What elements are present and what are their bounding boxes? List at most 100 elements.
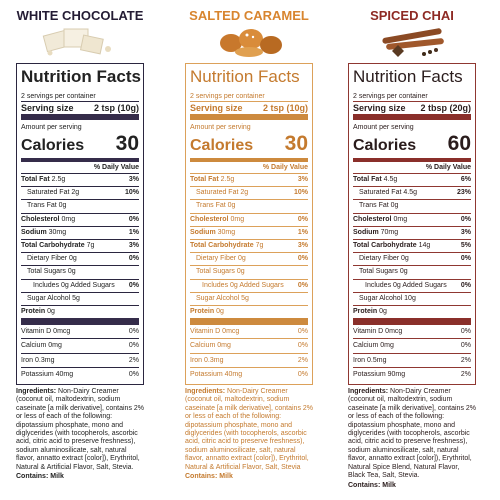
nutrient-name: Total Sugars [196,268,235,276]
nutrient: Total Sugars 0g [359,266,408,278]
nutrient: Trans Fat 0g [359,200,398,212]
thick-rule [190,114,308,120]
product-column: WHITE CHOCOLATE Nutrition Facts 2 servings… [16,0,144,482]
vitamin: Calcium 0mg [190,339,231,352]
vitamin-name: Potassium [353,370,386,378]
nutrient-amount: 0g [399,268,408,276]
contains: Contains: Milk [16,473,144,481]
nutrient-amount: 0mg [61,215,76,223]
contains-value: Milk [50,473,64,481]
daily-value: 3% [297,176,308,183]
nutrient-name: Cholesterol [190,215,229,223]
vitamin-row: Potassium 40mg 0% [190,366,308,381]
ingredients: Ingredients: Non-Dairy Creamer (coconut … [185,388,313,481]
nutrient-name: Protein [353,308,378,316]
contains-label: Contains: [185,473,218,481]
nutrient-name: Cholesterol [353,215,392,223]
daily-value: 0% [460,281,471,289]
nutrient-row: Includes 0g Added Sugars 0% [21,278,139,292]
vitamin: Iron 0.3mg [190,354,223,367]
vitamin-amount: 0.5mg [367,356,387,364]
nutrient-name: Dietary Fiber [196,255,237,263]
nutrient-name: Total Fat [353,176,382,183]
nutrient: Total Fat 4.5g [353,174,397,186]
nutrient-amount: 0mg [393,215,408,223]
ingredients-label: Ingredients: [16,388,57,396]
ingredients-text: Non-Dairy Creamer (coconut oil, maltodex… [185,388,314,471]
daily-value: 0% [297,215,308,223]
nutrient-amount: 0g [69,255,77,263]
contains-label: Contains: [348,481,381,489]
serving-size: 2 tbsp (20g) [420,103,471,113]
nutrient: Includes 0g Added Sugars [33,280,115,292]
daily-value: 0% [297,255,308,263]
nutrient-row: Includes 0g Added Sugars 0% [353,278,471,292]
nutrient: Dietary Fiber 0g [196,253,246,265]
nutrient-row: Sugar Alcohol 5g [190,291,308,305]
nutrient-row: Sodium 70mg 3% [353,225,471,239]
amount-per-serving: Amount per serving [353,124,414,131]
vitamin: Potassium 40mg [190,368,242,381]
ingredients-label: Ingredients: [348,388,389,396]
nutrient-row: Sugar Alcohol 10g [353,291,471,305]
nutrient-name: Saturated Fat [27,189,70,197]
nutrient: Saturated Fat 4.5g [359,187,417,199]
ingredients: Ingredients: Non-Dairy Creamer (coconut … [348,388,476,490]
thick-rule [190,318,308,326]
nutrient: Saturated Fat 2g [27,187,79,199]
nutrient: Trans Fat 0g [27,200,66,212]
vitamin-row: Potassium 40mg 0% [21,366,139,381]
vitamin-amount: 0mcg [222,328,240,336]
calories-label: Calories [353,137,417,154]
daily-value: 1% [128,228,139,236]
nutrient: Protein 0g [190,306,224,318]
label-title: Nutrition Facts [21,67,141,86]
nutrient: Sodium 70mg [353,227,398,239]
product-name: SPICED CHAI [370,8,454,23]
nutrient-amount: 7g [86,242,95,250]
daily-value: 0% [297,281,308,289]
nutrient-row: Total Carbohydrate 14g 5% [353,239,471,252]
amount-per-serving: Amount per serving [190,124,251,131]
nutrient: Total Sugars 0g [27,266,76,278]
nutrient-amount: 2g [71,189,80,197]
nutrient-row: Sodium 30mg 1% [190,225,308,239]
nutrient-row: Cholesterol 0mg 0% [190,212,308,226]
nutrient-amount: 2.5g [220,176,235,183]
nutrient-row: Total Fat 2.5g 3% [190,173,308,186]
nutrient-row: Total Carbohydrate 7g 3% [21,239,139,252]
nutrient-name: Includes 0g Added Sugars [33,281,115,289]
nutrient-name: Trans Fat [196,202,226,210]
nutrient-name: Saturated Fat [359,189,402,197]
medium-rule [190,158,308,162]
vitamin-name: Vitamin D [190,328,221,336]
nutrient-name: Total Sugars [359,268,398,276]
nutrient-row: Saturated Fat 2g 10% [21,186,139,199]
calories-label: Calories [190,137,254,154]
nutrient: Total Carbohydrate 7g [190,240,263,252]
servings: 2 servings per container [353,93,428,100]
vitamin: Calcium 0mg [353,339,394,352]
vitamin-amount: 40mg [55,370,74,378]
daily-value: 0% [128,281,139,289]
daily-value: 6% [460,176,471,183]
calories-row: Calories 30 [21,132,139,158]
vitamin-row: Calcium 0mg 0% [21,338,139,352]
daily-value: 0% [460,328,471,336]
nutrient-row: Dietary Fiber 0g 0% [21,252,139,265]
nutrient: Includes 0g Added Sugars [365,280,447,292]
nutrient-amount: 2g [240,189,249,197]
calories-row: Calories 30 [190,132,308,158]
nutrient-row: Cholesterol 0mg 0% [21,212,139,226]
nutrient: Cholesterol 0mg [21,214,75,226]
vitamin-name: Potassium [190,370,223,378]
nutrient-name: Sugar Alcohol [359,294,403,302]
nutrient-amount: 0g [236,268,245,276]
vitamin-amount: 0mcg [53,328,71,336]
nutrient-amount: 4.5g [403,189,417,197]
nutrient-amount: 10g [404,294,416,302]
serving-size-label: Serving size [190,103,243,113]
vitamin-row: Potassium 90mg 2% [353,366,471,381]
vitamin-name: Calcium [353,342,379,350]
